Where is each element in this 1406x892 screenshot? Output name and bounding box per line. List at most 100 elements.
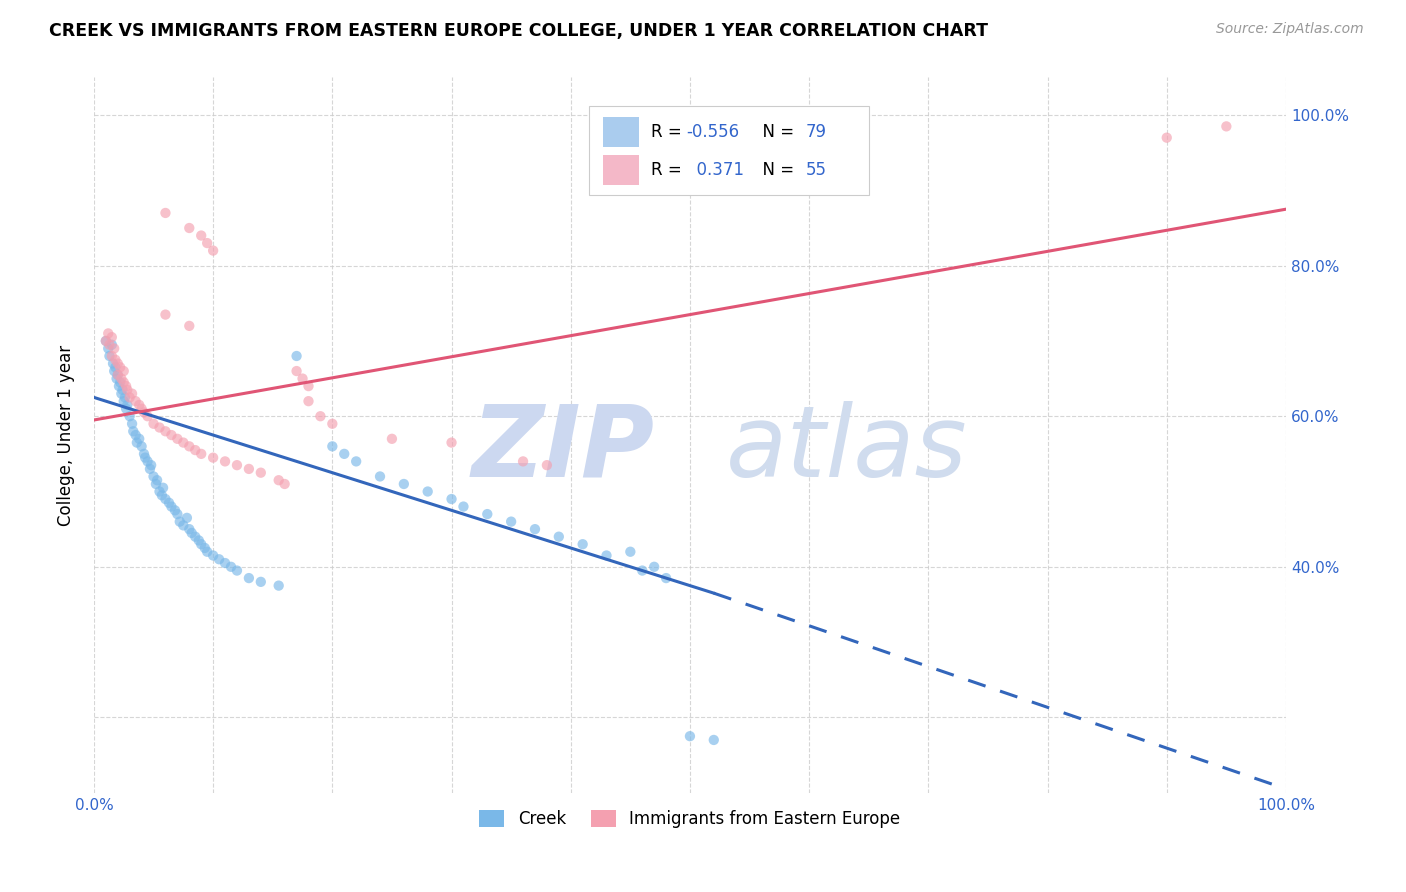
Point [118,391,141,405]
Point [104,352,127,367]
Point [131,401,153,416]
Point [219,559,242,574]
Point [160,500,183,514]
Point [128,432,150,446]
Point [166,432,188,446]
Point [512,454,534,468]
Point [98,349,121,363]
Point [121,386,143,401]
Bar [603,154,638,185]
Point [440,435,463,450]
Point [176,511,198,525]
Point [238,462,260,476]
Point [250,574,273,589]
Point [226,564,249,578]
Text: -0.556: -0.556 [686,123,740,141]
Point [440,491,463,506]
Point [115,379,138,393]
Point [381,432,404,446]
Point [107,357,129,371]
Point [105,371,128,385]
Point [142,469,165,483]
Point [214,454,236,468]
Point [157,496,180,510]
Point [267,579,290,593]
Point [150,488,173,502]
Point [619,545,641,559]
Point [148,420,170,434]
Point [107,368,129,382]
Point [291,371,314,385]
Point [112,364,135,378]
Point [155,491,177,506]
Point [108,379,131,393]
Y-axis label: College, Under 1 year: College, Under 1 year [58,344,75,525]
Point [297,394,319,409]
Point [118,409,141,424]
Point [166,507,188,521]
Text: 55: 55 [806,161,827,178]
Text: N =: N = [752,161,799,178]
Point [107,368,129,382]
Point [184,443,207,458]
Point [267,473,290,487]
Point [344,454,367,468]
Point [202,549,225,563]
Point [125,435,148,450]
Point [571,537,593,551]
Point [139,462,162,476]
Legend: Creek, Immigrants from Eastern Europe: Creek, Immigrants from Eastern Europe [472,803,907,834]
Point [501,515,523,529]
Point [595,549,617,563]
Point [273,477,295,491]
Point [523,522,546,536]
Point [136,454,159,468]
Point [136,409,159,424]
Point [111,383,134,397]
Point [187,533,209,548]
Point [152,481,174,495]
Point [477,507,499,521]
Point [1215,120,1237,134]
Point [163,503,186,517]
Point [250,466,273,480]
Point [145,477,167,491]
Point [124,428,146,442]
Point [142,417,165,431]
Point [108,376,131,390]
Point [190,537,212,551]
Point [179,439,201,453]
Point [190,228,212,243]
Point [148,484,170,499]
Point [195,545,218,559]
Point [214,556,236,570]
Point [160,428,183,442]
Point [110,386,132,401]
Text: 79: 79 [806,123,827,141]
Point [238,571,260,585]
Text: Source: ZipAtlas.com: Source: ZipAtlas.com [1216,22,1364,37]
Point [190,447,212,461]
Point [94,334,117,348]
Point [104,360,127,375]
Point [97,342,120,356]
Text: 0.371: 0.371 [686,161,744,178]
Point [655,571,678,585]
Point [643,559,665,574]
Point [392,477,415,491]
Point [146,473,169,487]
Point [101,337,124,351]
Point [101,330,124,344]
Point [321,439,343,453]
Point [368,469,391,483]
Point [285,349,308,363]
Point [112,376,135,390]
Point [179,221,201,235]
Point [115,401,138,416]
Point [132,405,155,419]
Point [132,447,155,461]
Point [321,417,343,431]
Text: CREEK VS IMMIGRANTS FROM EASTERN EUROPE COLLEGE, UNDER 1 YEAR CORRELATION CHART: CREEK VS IMMIGRANTS FROM EASTERN EUROPE … [49,22,988,40]
Point [202,244,225,258]
Point [112,394,135,409]
